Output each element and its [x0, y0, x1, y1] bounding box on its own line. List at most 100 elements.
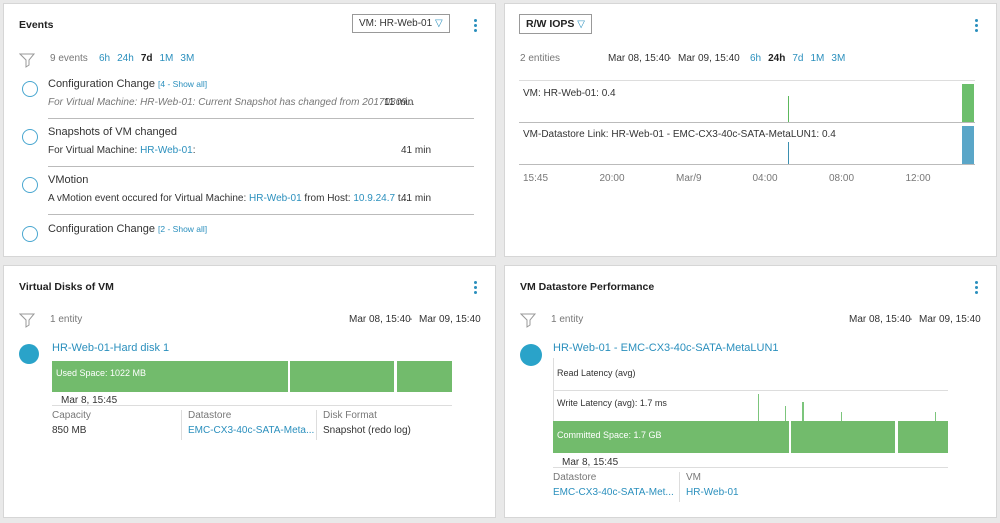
range[interactable]: 3M [831, 53, 846, 64]
event-desc: For Virtual Machine: HR-Web-01: [48, 145, 195, 156]
field-value: 850 MB [52, 425, 87, 436]
ranges: 6h 24h 7d 1M 3M [750, 53, 852, 64]
range[interactable]: 24h [117, 53, 134, 64]
usage-bar [52, 361, 452, 392]
spark [962, 84, 974, 122]
event-title: Configuration Change [4 - Show all] [48, 78, 207, 90]
range[interactable]: 24h [768, 53, 786, 64]
sep-line [553, 467, 948, 468]
range[interactable]: 1M [810, 53, 825, 64]
filter-icon[interactable] [19, 312, 37, 328]
field-sep [679, 472, 680, 502]
event-name: Snapshots of VM changed [48, 126, 178, 138]
menu[interactable] [975, 281, 978, 296]
row-line [519, 80, 975, 81]
count: 1 entity [551, 314, 584, 325]
menu[interactable] [474, 281, 477, 296]
spark [841, 412, 842, 421]
text: t... [395, 193, 409, 204]
spark [788, 96, 789, 122]
event-title: Snapshots of VM changed [48, 126, 177, 138]
to: Mar 09, 15:40 [419, 314, 481, 325]
event-icon [22, 81, 38, 97]
events-panel: Events VM: HR-Web-01 ▽ 9 events 6h 24h 7d 1… [3, 3, 496, 257]
from: Mar 08, 15:40 [349, 314, 411, 325]
count: 9 events [50, 53, 88, 64]
name[interactable]: HR-Web-01 - EMC-CX3-40c-SATA-MetaLUN1 [553, 342, 779, 354]
range[interactable]: 7d [140, 53, 153, 64]
sep: - [909, 314, 913, 325]
field-label: VM [686, 472, 701, 483]
perf-panel: VM Datastore Performance 1 entity Mar 08… [504, 265, 997, 518]
bar-label: Used Space: 1022 MB [56, 368, 147, 378]
event-desc: A vMotion event occured for Virtual Mach… [48, 193, 409, 204]
divider [48, 166, 474, 167]
range[interactable]: 6h [750, 53, 762, 64]
metric: Write Latency (avg): 1.7 ms [557, 398, 667, 408]
row: VM: HR-Web-01: 0.4 [523, 88, 616, 99]
badge[interactable]: [2 - Show all] [158, 224, 208, 234]
count: 1 entity [50, 314, 83, 325]
link[interactable]: HR-Web-01 [140, 145, 193, 156]
bar-gap [895, 421, 898, 453]
range[interactable]: 6h [99, 53, 111, 64]
title: R/W IOPS [526, 18, 575, 30]
sep-line [52, 405, 452, 406]
from: Mar 08, 15:40 [608, 53, 670, 64]
caret: ▽ [577, 19, 585, 30]
axis-label: Mar/9 [676, 173, 702, 184]
event-title: Configuration Change [2 - Show all] [48, 223, 207, 235]
axis-label: 08:00 [829, 173, 855, 184]
event-icon [22, 177, 38, 193]
axis-label: 20:00 [599, 173, 625, 184]
field-sep [181, 410, 182, 440]
field-sep [316, 410, 317, 440]
start: Mar 8, 15:45 [61, 395, 118, 406]
field-label: Datastore [188, 410, 232, 421]
field-value[interactable]: EMC-CX3-40c-SATA-Meta... [188, 425, 315, 436]
title-box[interactable]: R/W IOPS ▽ [519, 14, 592, 34]
name[interactable]: HR-Web-01-Hard disk 1 [52, 342, 170, 354]
range[interactable]: 7d [792, 53, 804, 64]
divider [48, 214, 474, 215]
event-time: 41 min [401, 145, 432, 156]
field-value[interactable]: HR-Web-01 [686, 487, 739, 498]
link[interactable]: 10.9.24.7 [353, 193, 396, 204]
range[interactable]: 1M [159, 53, 174, 64]
range[interactable]: 3M [180, 53, 195, 64]
axis-label: 15:45 [523, 173, 549, 184]
title: Events [19, 19, 54, 31]
title: Virtual Disks of VM [19, 281, 114, 293]
to: Mar 09, 15:40 [919, 314, 981, 325]
event-name: Configuration Change [48, 78, 156, 90]
bar-gap [288, 361, 290, 392]
iops-panel: R/W IOPS ▽ 2 entities Mar 08, 15:40 - Ma… [504, 3, 997, 257]
from: Mar 08, 15:40 [849, 314, 911, 325]
caret: ▽ [434, 18, 443, 29]
link[interactable]: HR-Web-01 [249, 193, 302, 204]
filter-icon[interactable] [19, 52, 37, 68]
divider [48, 118, 474, 119]
selector[interactable]: VM: HR-Web-01 ▽ [352, 14, 450, 33]
axis-label: 12:00 [905, 173, 931, 184]
text: from Host: [301, 193, 354, 204]
text: : [192, 145, 196, 156]
field-label: Datastore [553, 472, 597, 483]
event-desc: For Virtual Machine: HR-Web-01: Current … [48, 97, 415, 108]
event-name: VMotion [48, 174, 89, 186]
badge[interactable]: [4 - Show all] [158, 79, 208, 89]
bar-gap [394, 361, 397, 392]
event-title: VMotion [48, 174, 88, 186]
title: VM Datastore Performance [520, 281, 655, 293]
bar-gap [789, 421, 791, 453]
filter-icon[interactable] [520, 312, 538, 328]
spark [802, 402, 804, 421]
menu[interactable] [975, 19, 978, 34]
spark [785, 406, 786, 421]
menu[interactable] [474, 19, 477, 34]
text: A vMotion event occured for Virtual Mach… [48, 193, 250, 204]
spark [935, 412, 936, 421]
field-label: Disk Format [323, 410, 377, 421]
field-value[interactable]: EMC-CX3-40c-SATA-Met... [553, 487, 674, 498]
